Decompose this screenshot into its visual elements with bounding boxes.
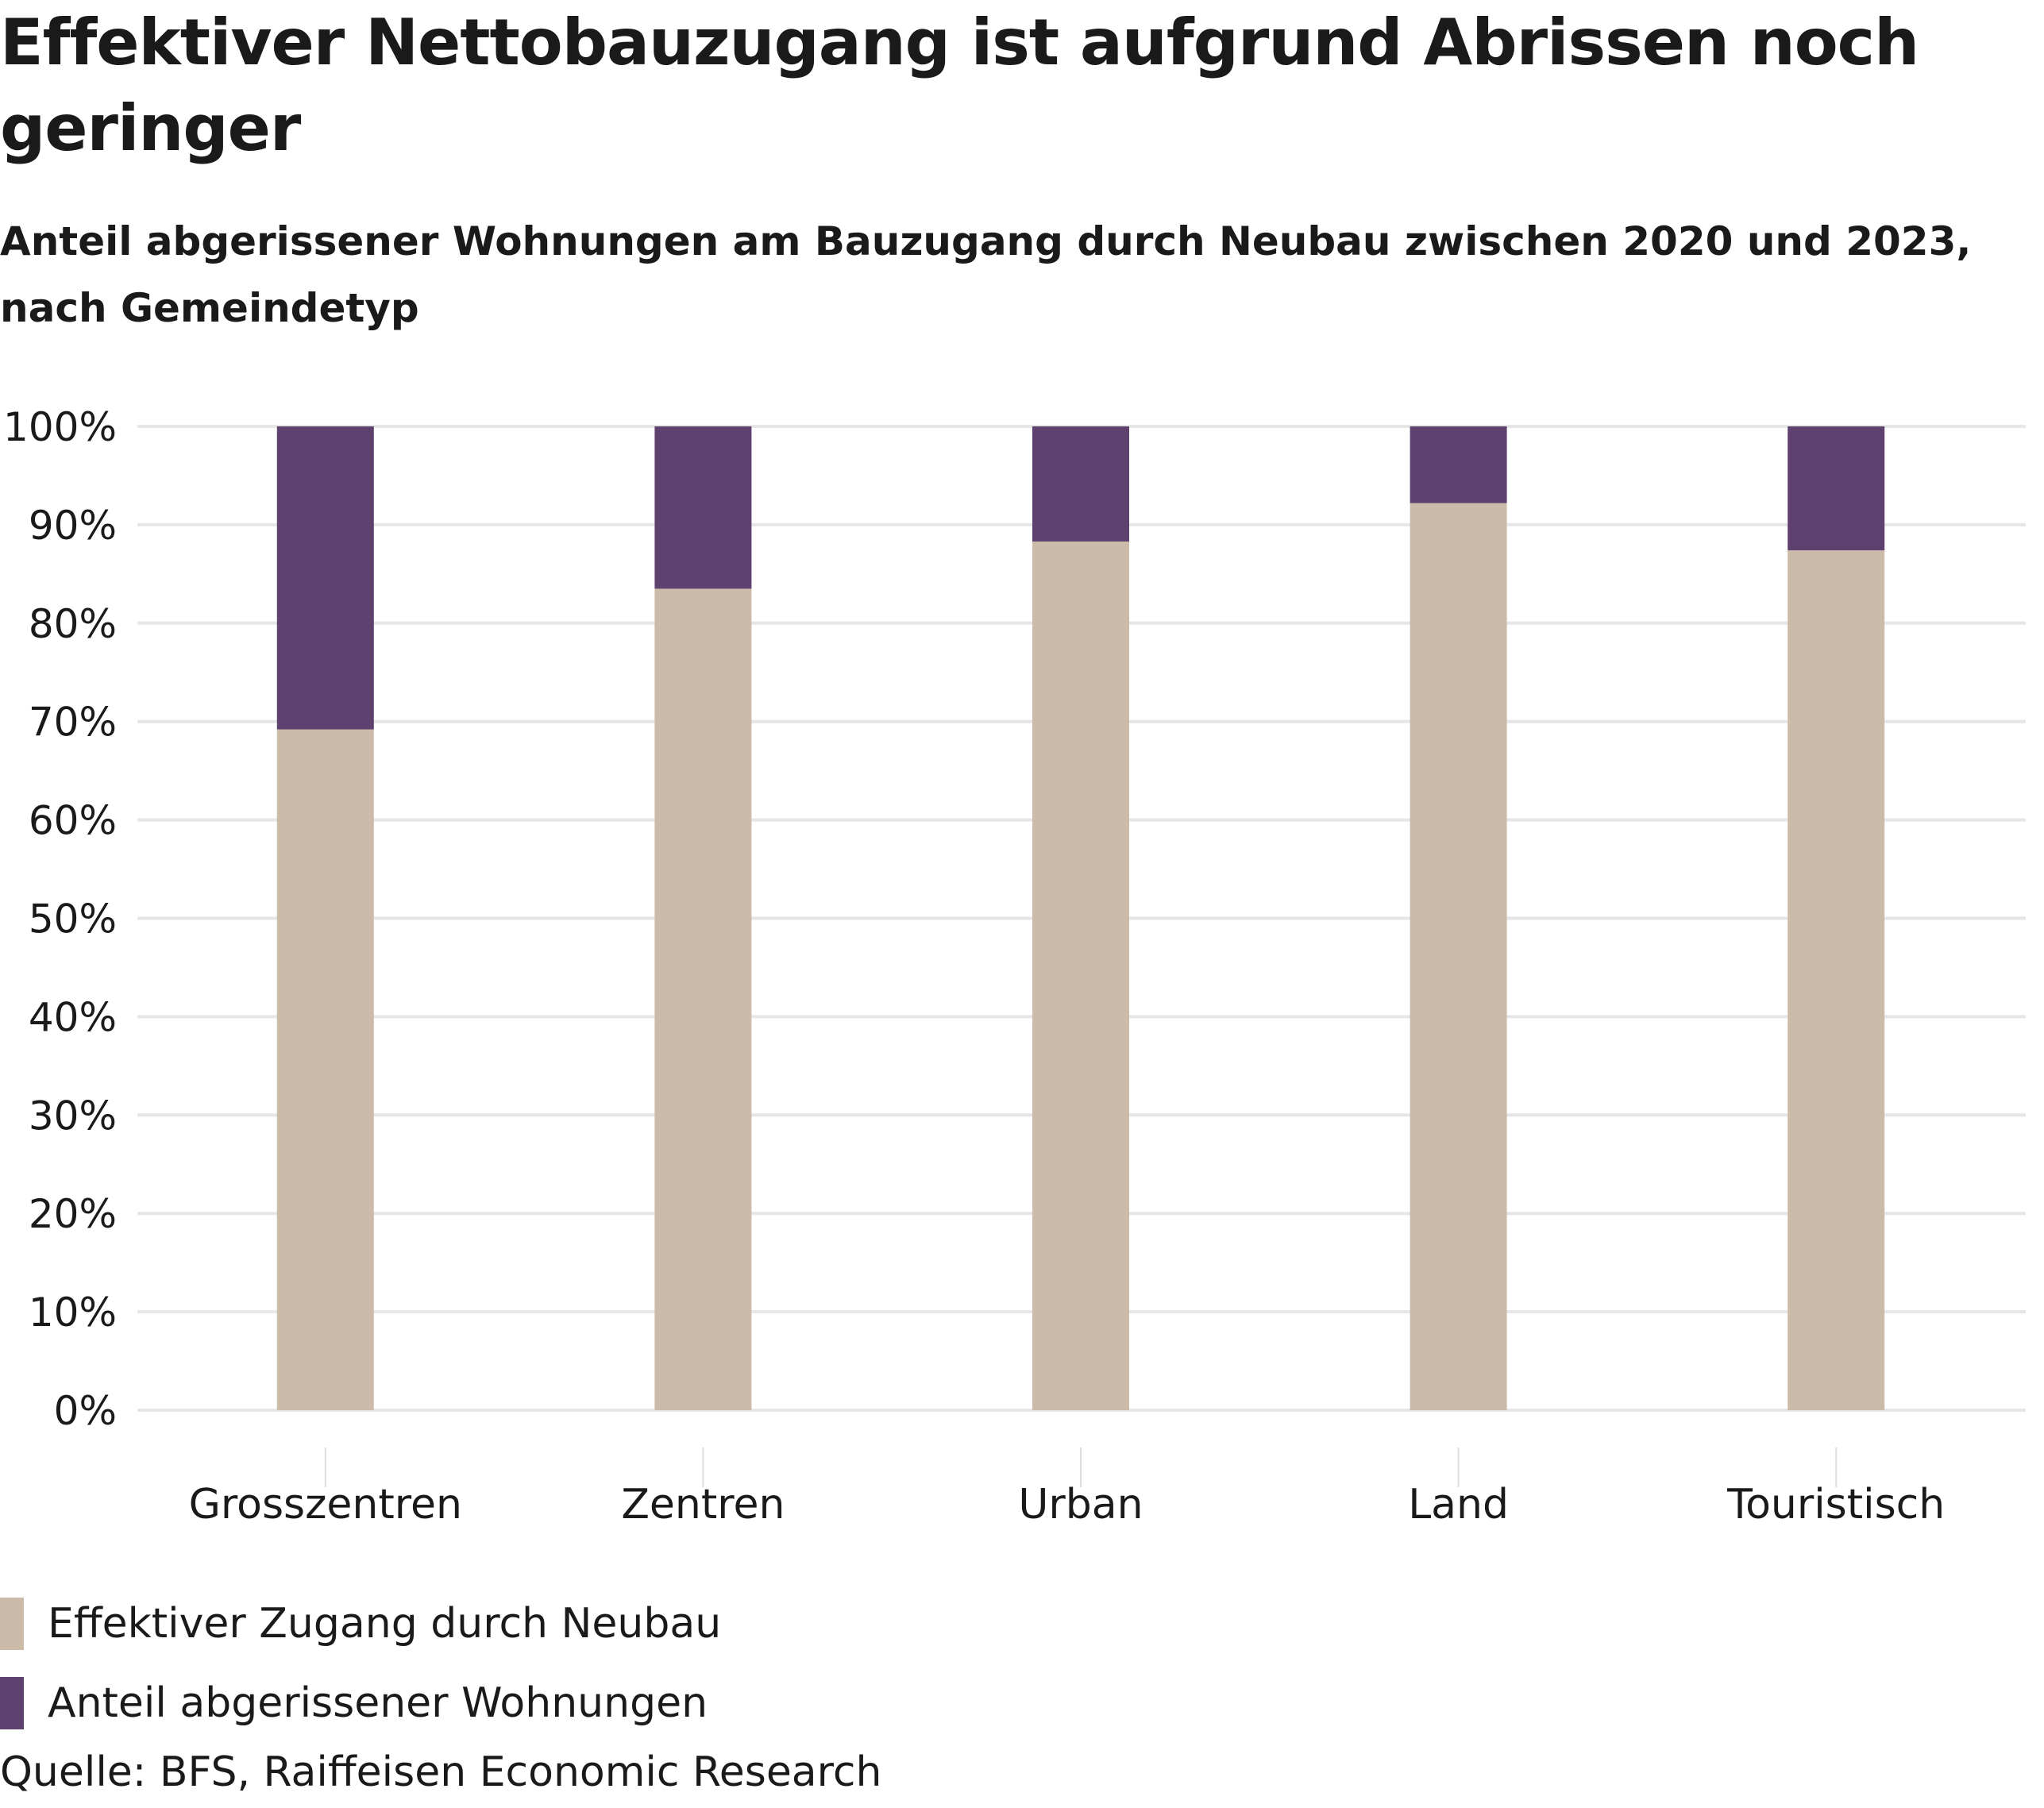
bar-segment-neubau — [276, 729, 374, 1410]
y-tick-label: 40% — [29, 994, 117, 1040]
bar-segment-abriss — [1410, 426, 1507, 503]
y-tick-label: 100% — [3, 404, 117, 450]
chart-subtitle: Anteil abgerissener Wohnungen am Bauzuga… — [0, 218, 1972, 331]
bar-segment-neubau — [1032, 541, 1129, 1410]
legend-item-abriss: Anteil abgerissener Wohnungen — [0, 1663, 721, 1743]
bar-segment-abriss — [1032, 426, 1129, 542]
y-tick-label: 20% — [29, 1191, 117, 1237]
bar-segment-abriss — [654, 426, 752, 589]
x-tick-label: Touristisch — [1726, 1481, 1945, 1529]
y-axis-ticks: 0% 10% 20% 30% 40% 50% 60% 70% 80% 90% 100% — [3, 404, 117, 1434]
x-tick-label: Land — [1408, 1481, 1509, 1529]
y-tick-label: 80% — [29, 601, 117, 647]
y-tick-label: 10% — [29, 1290, 117, 1336]
bar-segment-neubau — [654, 588, 752, 1410]
legend-label: Anteil abgerissener Wohnungen — [48, 1679, 708, 1727]
y-tick-label: 0% — [54, 1388, 117, 1434]
stacked-bar-chart: 0% 10% 20% 30% 40% 50% 60% 70% 80% 90% 100% Grossz… — [3, 404, 2026, 1529]
bar-segment-abriss — [1788, 426, 1885, 551]
x-tick-label: Grosszentren — [189, 1481, 462, 1529]
legend: Effektiver Zugang durch Neubau Anteil ab… — [0, 1584, 721, 1743]
y-tick-label: 70% — [29, 700, 117, 746]
legend-item-neubau: Effektiver Zugang durch Neubau — [0, 1584, 721, 1663]
legend-label: Effektiver Zugang durch Neubau — [48, 1600, 722, 1648]
y-tick-label: 50% — [29, 896, 117, 943]
bar-segment-abriss — [276, 426, 374, 730]
x-tick-label: Zentren — [621, 1481, 785, 1529]
legend-swatch-neubau — [0, 1598, 24, 1650]
y-tick-label: 60% — [29, 798, 117, 844]
chart-title: Effektiver Nettobauzugang ist aufgrund A… — [0, 6, 1919, 165]
bars — [276, 426, 1885, 1410]
x-axis-ticks: Grosszentren Zentren Urban Land Touristisch — [189, 1448, 1945, 1529]
legend-swatch-abriss — [0, 1677, 24, 1729]
y-tick-label: 30% — [29, 1093, 117, 1139]
source-note: Quelle: BFS, Raiffeisen Economic Researc… — [0, 1748, 882, 1796]
bar-segment-neubau — [1410, 503, 1507, 1410]
x-tick-label: Urban — [1018, 1481, 1143, 1529]
y-tick-label: 90% — [29, 503, 117, 549]
bar-segment-neubau — [1788, 550, 1885, 1410]
